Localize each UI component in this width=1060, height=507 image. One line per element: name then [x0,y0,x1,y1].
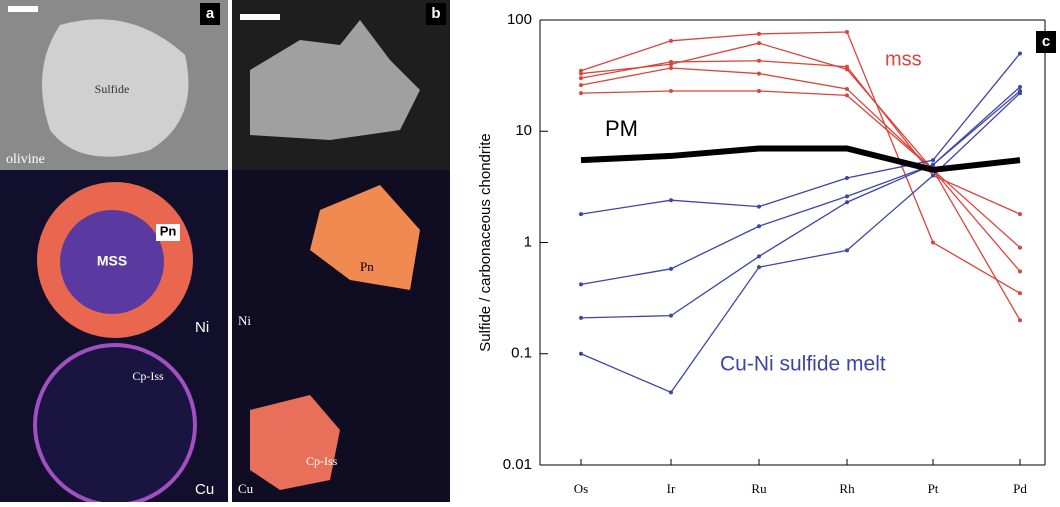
point [669,38,673,43]
panel-a-text: Sulfide [95,82,130,96]
x-tick-label: Pd [1013,481,1027,496]
point [1018,318,1022,323]
series-line [580,53,1021,215]
point [757,31,761,36]
x-tick-label: Pt [928,481,939,496]
point [757,41,761,46]
cu-map-grain [250,395,340,490]
point [579,282,583,287]
panel-a-text: olivine [6,152,45,167]
y-tick-label: 100 [507,11,532,28]
series-line [580,90,1021,319]
series-line [580,92,1021,394]
panel-label-box [426,3,446,25]
point [757,71,761,76]
panel-b-text: Cu [238,481,254,496]
point [845,200,849,205]
y-tick-label: 0.1 [511,345,532,362]
ni-map-core [60,210,164,314]
point [1018,212,1022,217]
point [757,254,761,259]
point [579,351,583,356]
series-line [580,31,1021,294]
point [669,89,673,94]
x-tick-label: Rh [839,481,855,496]
point [579,315,583,320]
annotation: Cu-Ni sulfide melt [720,353,886,376]
point [757,58,761,63]
y-tick-label: 0.01 [503,456,532,473]
point [669,59,673,64]
cu-map [33,343,197,507]
point [845,175,849,180]
point [579,76,583,81]
annotation: PM [605,116,638,141]
panel-a-text: Cu [195,481,214,498]
point [669,390,673,395]
point [757,265,761,270]
point [579,91,583,96]
point [669,313,673,318]
panel-label-box [200,3,220,25]
point [669,266,673,271]
point [1018,84,1022,89]
panel-label: a [206,5,215,22]
point [845,248,849,253]
panel-a-text: Ni [195,319,209,336]
point [757,224,761,229]
series-line [580,90,1021,272]
panel-a-text: Cp-Iss [132,369,164,383]
point [931,158,935,163]
point [579,83,583,88]
label-box [156,224,180,241]
point [931,240,935,245]
point [579,212,583,217]
point [757,204,761,209]
point [845,194,849,199]
panel-label: b [431,5,440,22]
chart: 0.01 0.1 1 10 100 Sulfide / carbonaceous chon… [477,11,1046,496]
y-axis-title: Sulfide / carbonaceous chondrite [477,133,494,351]
series-line [580,60,1021,215]
series-line [580,67,1021,249]
point [1018,269,1022,274]
point [845,93,849,98]
point [757,89,761,94]
point [845,64,849,69]
panel-a-text: Pn [160,223,177,238]
point [1018,51,1022,56]
panel-b-text: Cp-Iss [306,454,338,468]
panel-label: c [1042,33,1050,50]
sulfide-grain [42,19,189,157]
scale-bar [240,14,280,20]
x-tick-label: Ru [751,481,767,496]
point [931,173,935,178]
grain-bse [250,20,420,140]
panel-a-text: MSS [97,253,127,269]
series-line [580,145,1021,173]
point [845,30,849,35]
y-tick-label: 1 [524,233,532,250]
point [1018,91,1022,96]
scale-bar [8,6,38,12]
point [1018,291,1022,296]
x-tick-label: Os [574,481,588,496]
panel-b-text: Ni [238,313,251,328]
point [845,86,849,91]
ni-map-grain [310,185,420,290]
panel-label-box [1036,31,1056,53]
point [1018,245,1022,250]
point [931,162,935,167]
y-tick-label: 10 [515,122,532,139]
point [669,198,673,203]
point [579,71,583,76]
point [579,68,583,73]
panel-b-text: Pn [360,259,374,274]
series-line [580,42,1021,321]
point [669,66,673,71]
annotation: mss [885,48,922,70]
x-tick-label: Ir [667,481,676,496]
